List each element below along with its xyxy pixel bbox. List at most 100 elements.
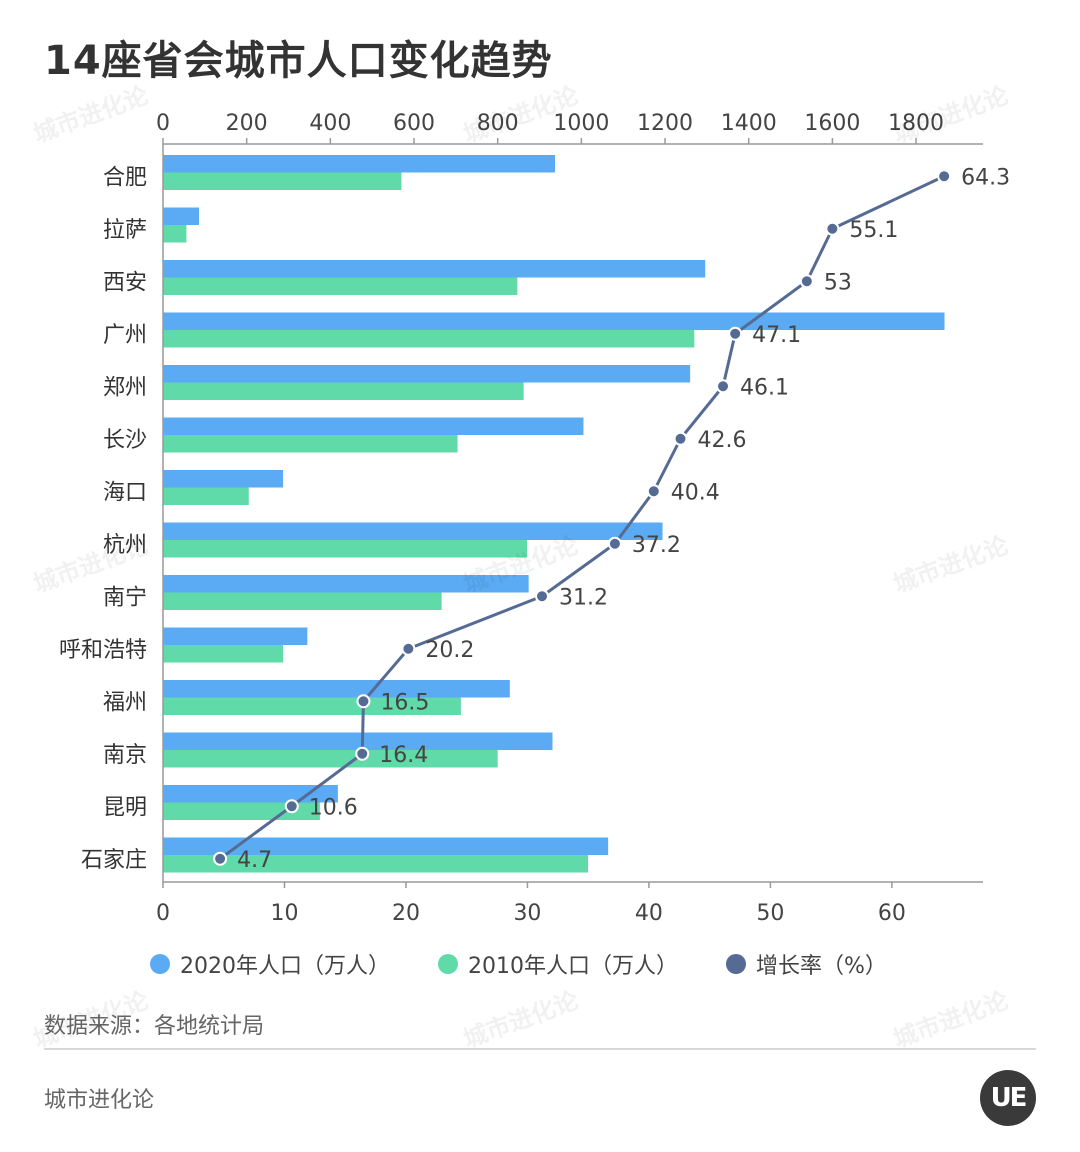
category-label: 西安	[103, 270, 147, 295]
bar-2020-6	[163, 470, 284, 488]
bar-2010-7	[163, 540, 527, 558]
growth-value-label: 40.4	[671, 480, 720, 505]
growth-value-label: 64.3	[961, 165, 1010, 190]
bar-2020-11	[163, 732, 553, 750]
category-label: 杭州	[103, 533, 147, 558]
data-source: 数据来源：各地统计局	[44, 1014, 265, 1039]
growth-point	[355, 746, 370, 761]
growth-point	[728, 326, 743, 341]
growth-point	[607, 536, 622, 551]
bar-2020-3	[163, 312, 945, 330]
bottom-tick-label: 30	[513, 901, 541, 926]
category-label: 海口	[103, 480, 147, 505]
bar-2010-9	[163, 645, 284, 663]
growth-point	[937, 169, 952, 184]
top-tick-label: 600	[393, 111, 435, 136]
bar-2020-10	[163, 680, 510, 698]
bar-2010-8	[163, 592, 442, 610]
bar-2010-0	[163, 172, 402, 190]
top-tick-label: 800	[477, 111, 519, 136]
bar-2010-1	[163, 225, 187, 243]
growth-point	[213, 851, 228, 866]
growth-point	[535, 589, 550, 604]
bar-2020-0	[163, 155, 556, 173]
top-tick-label: 0	[156, 111, 170, 136]
category-label: 拉萨	[103, 218, 147, 243]
growth-value-label: 16.5	[380, 690, 429, 715]
category-label: 昆明	[103, 795, 147, 820]
legend-label-growth: 增长率（%）	[756, 954, 887, 979]
growth-value-label: 47.1	[752, 323, 801, 348]
bar-2020-9	[163, 627, 308, 645]
bar-2020-2	[163, 260, 706, 278]
legend-swatch-2010	[438, 954, 458, 974]
growth-point	[284, 799, 299, 814]
top-tick-label: 1800	[888, 111, 944, 136]
legend-item-growth[interactable]: 增长率（%）	[726, 948, 887, 980]
growth-value-label: 37.2	[632, 533, 681, 558]
chart-title: 14座省会城市人口变化趋势	[44, 38, 553, 84]
category-label: 呼和浩特	[59, 638, 147, 663]
category-label: 南京	[103, 743, 147, 768]
growth-point	[401, 641, 416, 656]
top-tick-label: 400	[309, 111, 351, 136]
growth-point	[356, 694, 371, 709]
brand-logo: UE	[980, 1070, 1036, 1126]
growth-value-label: 46.1	[740, 375, 789, 400]
growth-point	[716, 379, 731, 394]
legend-item-2020[interactable]: 2020年人口（万人）	[150, 948, 390, 980]
growth-value-label: 31.2	[559, 585, 608, 610]
bar-2010-13	[163, 855, 589, 873]
top-tick-label: 1400	[721, 111, 777, 136]
growth-value-label: 42.6	[698, 428, 747, 453]
bar-2020-12	[163, 785, 338, 803]
bottom-tick-label: 50	[756, 901, 784, 926]
bar-2020-13	[163, 837, 609, 855]
brand-name: 城市进化论	[44, 1088, 155, 1113]
top-tick-label: 200	[226, 111, 268, 136]
category-label: 长沙	[103, 428, 147, 453]
top-tick-label: 1600	[804, 111, 860, 136]
bar-2020-8	[163, 575, 529, 593]
bar-2020-5	[163, 417, 584, 435]
growth-point	[799, 274, 814, 289]
bar-2020-1	[163, 207, 199, 225]
category-label: 广州	[103, 323, 147, 348]
bar-2010-5	[163, 435, 458, 453]
growth-point	[673, 431, 688, 446]
legend-label-2010: 2010年人口（万人）	[468, 954, 678, 979]
category-label: 郑州	[103, 375, 147, 400]
category-label: 合肥	[103, 165, 147, 190]
footer-divider	[44, 1048, 1036, 1050]
growth-value-label: 20.2	[425, 638, 474, 663]
legend-swatch-2020	[150, 954, 170, 974]
growth-point	[646, 484, 661, 499]
legend-label-2020: 2020年人口（万人）	[180, 954, 390, 979]
bar-2010-6	[163, 487, 249, 505]
top-tick-label: 1000	[553, 111, 609, 136]
growth-point	[825, 221, 840, 236]
category-label: 石家庄	[81, 848, 147, 873]
growth-value-label: 10.6	[309, 795, 358, 820]
bottom-tick-label: 40	[635, 901, 663, 926]
bottom-tick-label: 20	[392, 901, 420, 926]
growth-value-label: 55.1	[849, 218, 898, 243]
growth-line	[219, 174, 945, 860]
bar-2010-4	[163, 382, 524, 400]
bar-2020-7	[163, 522, 663, 540]
growth-value-label: 4.7	[237, 848, 272, 873]
bottom-tick-label: 0	[156, 901, 170, 926]
bar-2010-3	[163, 330, 695, 348]
legend-item-2010[interactable]: 2010年人口（万人）	[438, 948, 678, 980]
bar-2010-10	[163, 697, 461, 715]
bottom-tick-label: 60	[878, 901, 906, 926]
bar-2020-4	[163, 365, 691, 383]
category-label: 南宁	[103, 585, 147, 610]
growth-value-label: 53	[824, 270, 852, 295]
legend: 2020年人口（万人） 2010年人口（万人） 增长率（%）	[150, 948, 887, 980]
growth-value-label: 16.4	[379, 743, 428, 768]
category-label: 福州	[103, 690, 147, 715]
legend-swatch-growth	[726, 954, 746, 974]
bar-2010-11	[163, 750, 498, 768]
